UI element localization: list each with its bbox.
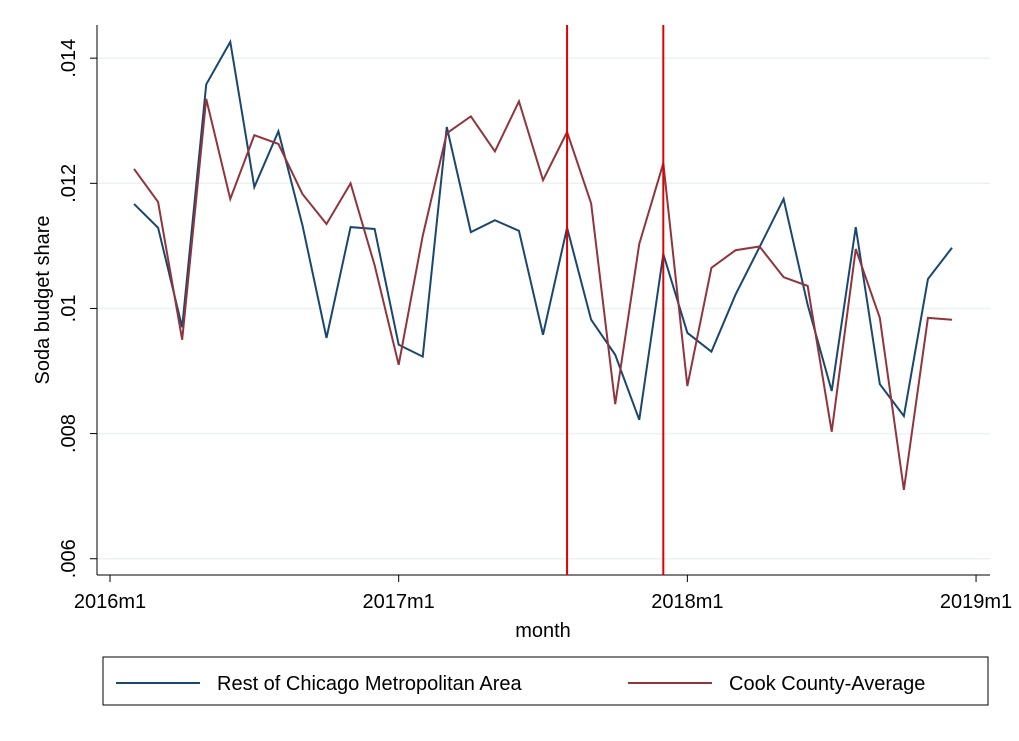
x-tick-label: 2019m1 xyxy=(940,591,1012,613)
x-tick-label: 2017m1 xyxy=(363,591,435,613)
legend-label: Rest of Chicago Metropolitan Area xyxy=(217,673,522,695)
y-axis-label: Soda budget share xyxy=(32,215,54,384)
series-line xyxy=(133,98,953,491)
y-tick-label: .01 xyxy=(58,295,80,323)
x-tick-label: 2016m1 xyxy=(74,591,146,613)
x-axis-label: month xyxy=(515,620,571,642)
y-tick-label: .008 xyxy=(58,414,80,453)
y-tick-label: .006 xyxy=(58,539,80,578)
y-tick-label: .014 xyxy=(58,39,80,78)
y-tick-label: .012 xyxy=(58,164,80,203)
legend-label: Cook County-Average xyxy=(729,673,925,695)
x-tick-label: 2018m1 xyxy=(651,591,723,613)
legend-box xyxy=(102,656,989,706)
